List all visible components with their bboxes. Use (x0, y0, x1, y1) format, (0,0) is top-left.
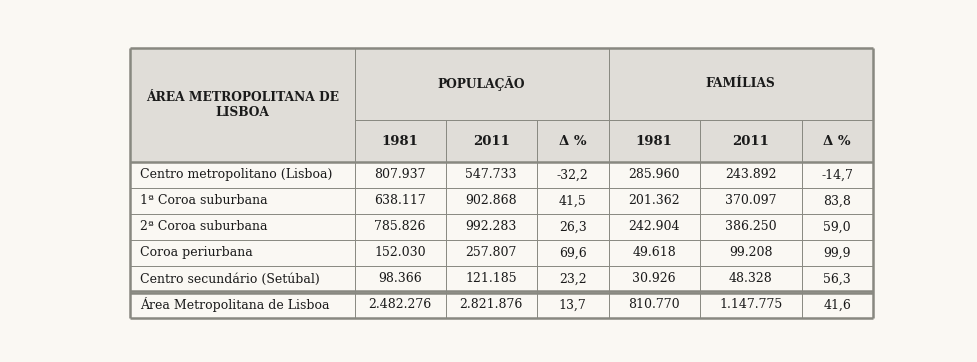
Text: FAMÍLIAS: FAMÍLIAS (705, 77, 775, 90)
Text: 1ª Coroa suburbana: 1ª Coroa suburbana (140, 194, 267, 207)
Text: 1.147.775: 1.147.775 (718, 299, 782, 311)
Text: 547.733: 547.733 (465, 168, 517, 181)
Text: 13,7: 13,7 (558, 299, 586, 311)
Text: 257.807: 257.807 (465, 247, 517, 260)
Text: 370.097: 370.097 (724, 194, 776, 207)
Text: Centro metropolitano (Lisboa): Centro metropolitano (Lisboa) (140, 168, 332, 181)
Text: 48.328: 48.328 (728, 273, 772, 286)
Text: POPULAÇÃO: POPULAÇÃO (438, 76, 525, 91)
Text: 23,2: 23,2 (558, 273, 586, 286)
Text: 99,9: 99,9 (823, 247, 850, 260)
Text: 2011: 2011 (472, 135, 509, 148)
Text: Δ %: Δ % (823, 135, 850, 148)
Text: 69,6: 69,6 (558, 247, 586, 260)
Text: 242.904: 242.904 (627, 220, 679, 233)
Text: -14,7: -14,7 (821, 168, 852, 181)
Text: Δ %: Δ % (558, 135, 586, 148)
Text: 59,0: 59,0 (823, 220, 850, 233)
Text: 807.937: 807.937 (374, 168, 426, 181)
Text: 2.482.276: 2.482.276 (368, 299, 432, 311)
Text: 49.618: 49.618 (631, 247, 675, 260)
Text: 98.366: 98.366 (378, 273, 422, 286)
Text: 285.960: 285.960 (627, 168, 679, 181)
Text: 41,5: 41,5 (558, 194, 586, 207)
Text: Coroa periurbana: Coroa periurbana (140, 247, 252, 260)
Text: 1981: 1981 (381, 135, 418, 148)
Text: 2ª Coroa suburbana: 2ª Coroa suburbana (140, 220, 267, 233)
Text: 992.283: 992.283 (465, 220, 517, 233)
Text: 2.821.876: 2.821.876 (459, 299, 523, 311)
Text: ÁREA METROPOLITANA DE
LISBOA: ÁREA METROPOLITANA DE LISBOA (146, 91, 338, 119)
Text: 201.362: 201.362 (627, 194, 679, 207)
Text: 2011: 2011 (732, 135, 768, 148)
Text: 30.926: 30.926 (631, 273, 675, 286)
Text: 83,8: 83,8 (823, 194, 850, 207)
Text: 26,3: 26,3 (558, 220, 586, 233)
Text: 99.208: 99.208 (728, 247, 772, 260)
Text: Área Metropolitana de Lisboa: Área Metropolitana de Lisboa (140, 298, 329, 312)
Bar (130, 48, 871, 120)
Text: 810.770: 810.770 (627, 299, 679, 311)
Text: 56,3: 56,3 (823, 273, 850, 286)
Text: 41,6: 41,6 (823, 299, 850, 311)
Text: 638.117: 638.117 (374, 194, 426, 207)
Text: 902.868: 902.868 (465, 194, 517, 207)
Text: 1981: 1981 (635, 135, 672, 148)
Text: -32,2: -32,2 (556, 168, 588, 181)
Text: Centro secundário (Setúbal): Centro secundário (Setúbal) (140, 273, 319, 286)
Text: 386.250: 386.250 (724, 220, 776, 233)
Text: 121.185: 121.185 (465, 273, 517, 286)
Bar (130, 120, 871, 162)
Text: 152.030: 152.030 (374, 247, 426, 260)
Text: 243.892: 243.892 (724, 168, 776, 181)
Text: 785.826: 785.826 (374, 220, 426, 233)
